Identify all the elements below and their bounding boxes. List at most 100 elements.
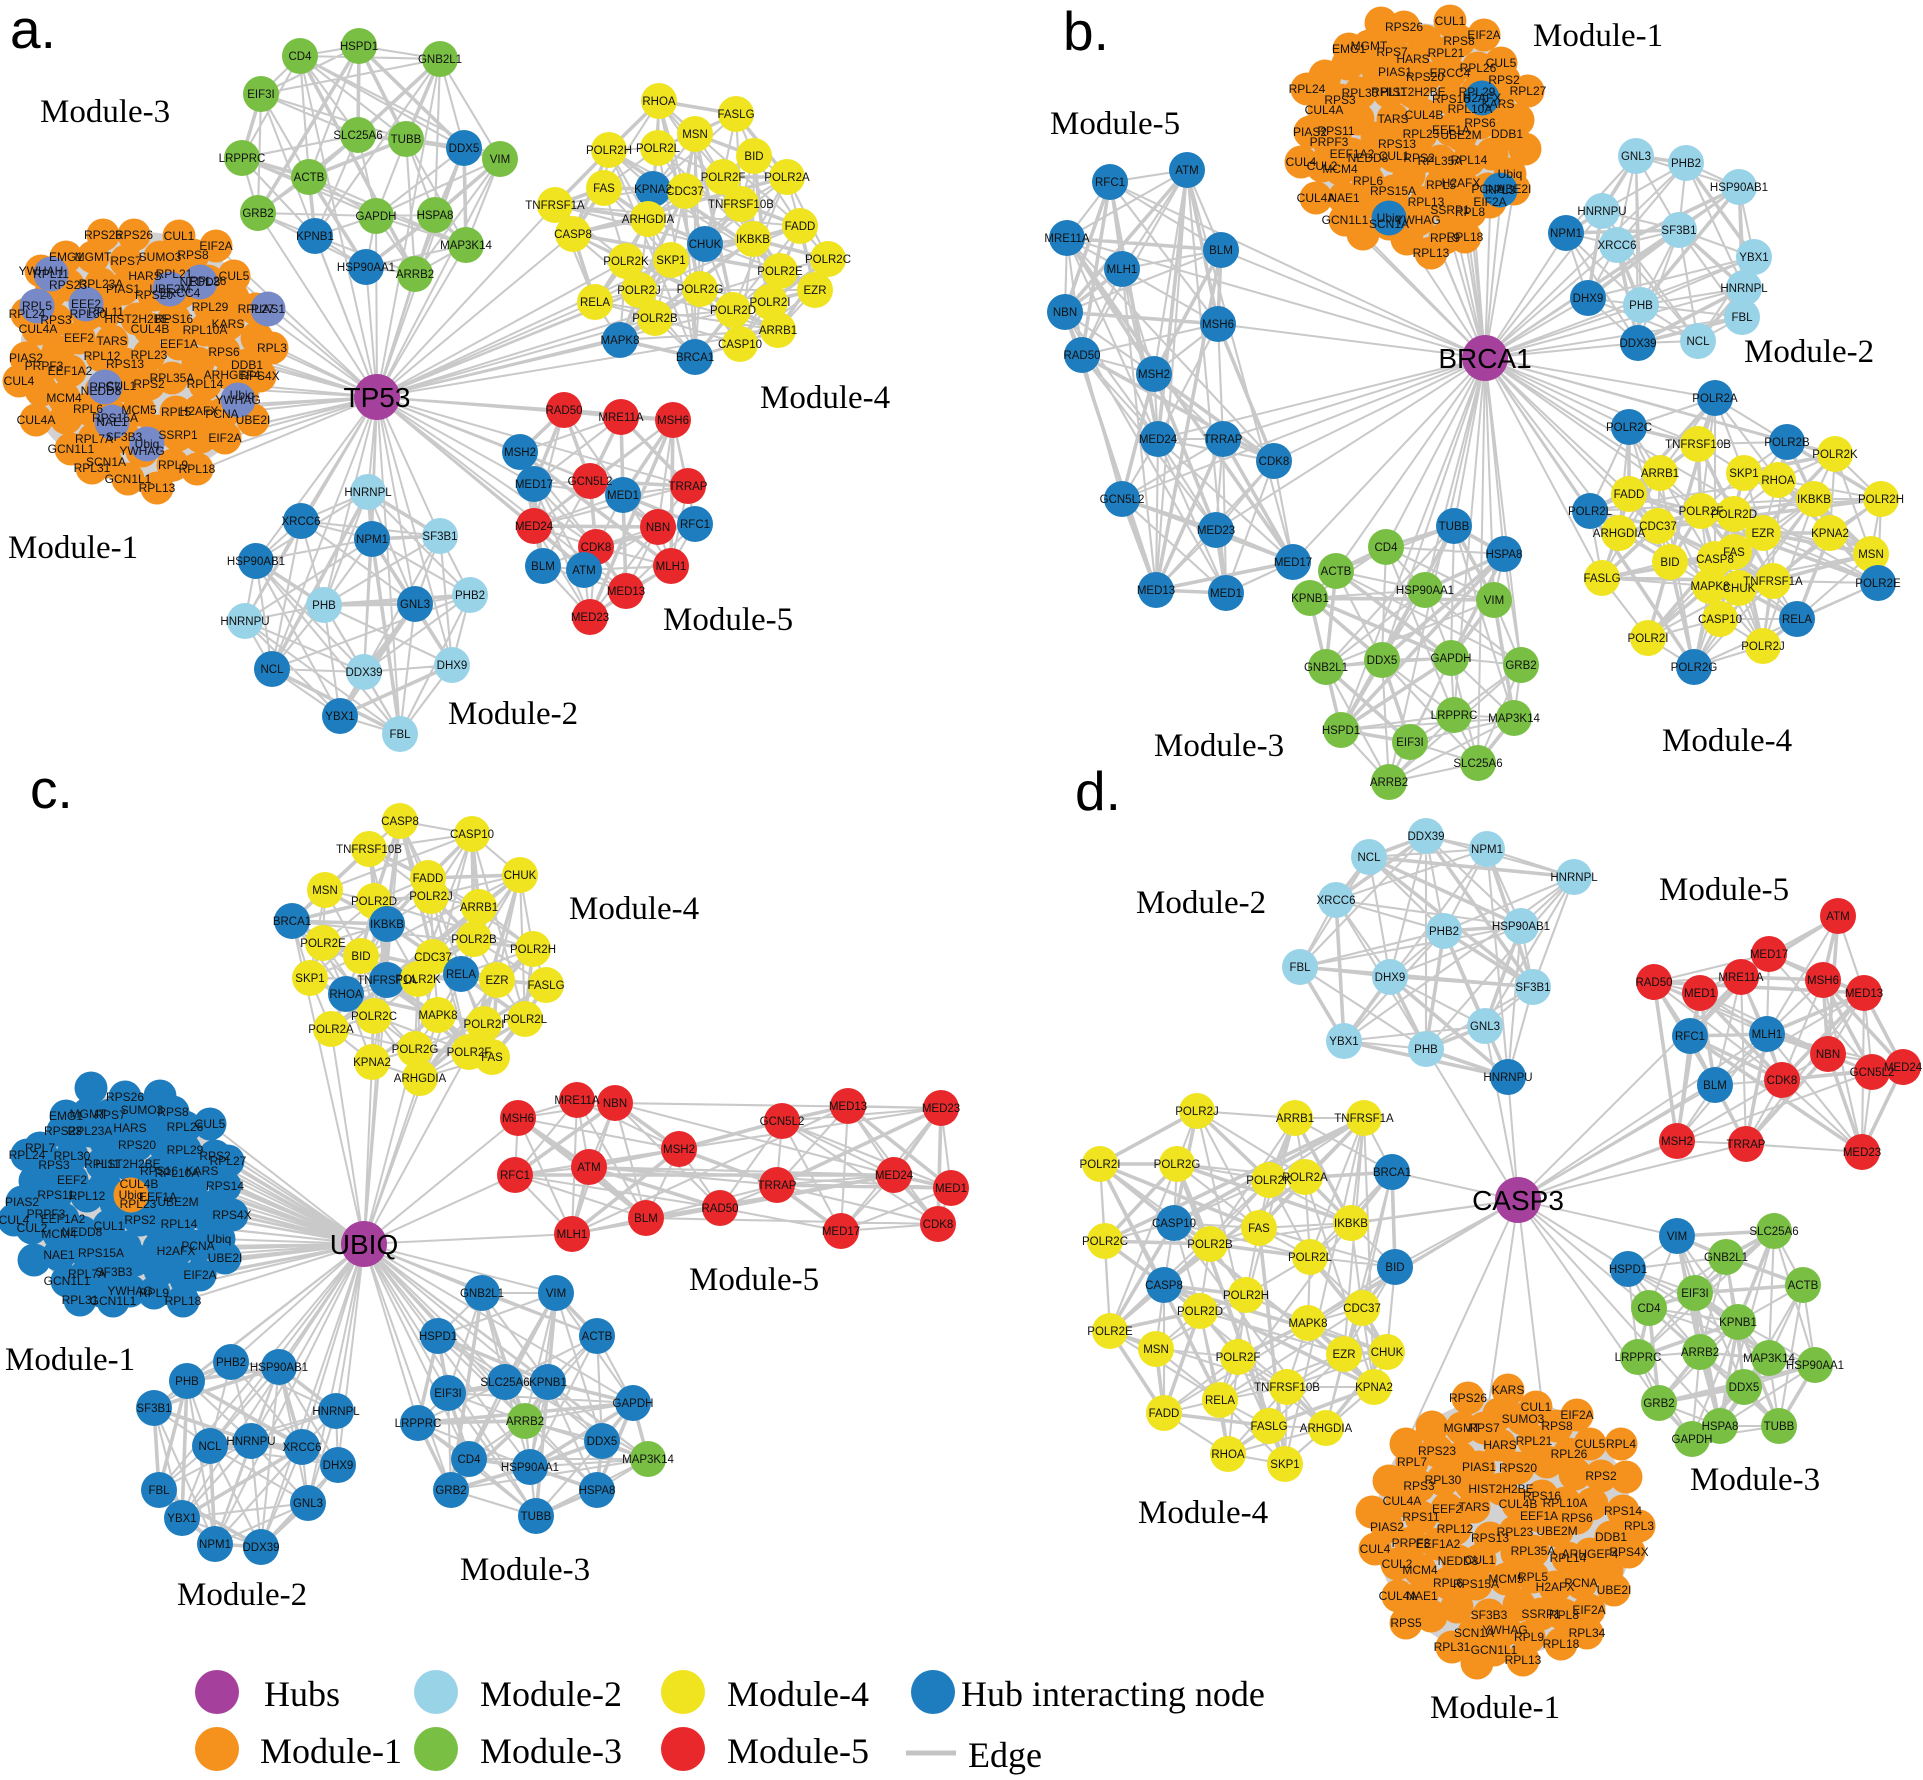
svg-text:GRB2: GRB2 [242, 208, 273, 220]
svg-text:TNFRSF10B: TNFRSF10B [1254, 1382, 1320, 1394]
svg-text:FBL: FBL [1731, 312, 1753, 324]
svg-text:SF3B1: SF3B1 [1515, 982, 1550, 994]
svg-text:SF3B3: SF3B3 [96, 1265, 133, 1279]
svg-text:Module-1: Module-1 [5, 1342, 135, 1378]
svg-text:RPS15A: RPS15A [78, 1246, 124, 1260]
svg-text:MRE11A: MRE11A [1718, 972, 1763, 984]
svg-text:XRCC6: XRCC6 [1317, 895, 1356, 907]
svg-text:RPS2: RPS2 [1585, 1469, 1617, 1483]
svg-text:POLR2J: POLR2J [1175, 1106, 1218, 1118]
svg-text:TP53: TP53 [344, 382, 411, 413]
svg-text:RHOA: RHOA [1211, 1449, 1245, 1461]
svg-text:RPS3: RPS3 [40, 313, 72, 327]
svg-text:HSPD1: HSPD1 [419, 1331, 457, 1343]
svg-text:RPS20: RPS20 [118, 1138, 156, 1152]
svg-text:POLR2H: POLR2H [586, 145, 632, 157]
svg-text:GCN1L1: GCN1L1 [1471, 1643, 1518, 1657]
svg-text:HIST2H2BE: HIST2H2BE [104, 312, 169, 326]
svg-text:TUBB: TUBB [1764, 1421, 1795, 1433]
svg-text:VIM: VIM [546, 1288, 566, 1300]
svg-text:RPS4X: RPS4X [212, 1208, 251, 1222]
svg-text:BLM: BLM [1703, 1080, 1727, 1092]
svg-text:TUBB: TUBB [521, 1511, 552, 1523]
svg-text:HSPA8: HSPA8 [579, 1485, 616, 1497]
svg-text:POLR2G: POLR2G [1671, 662, 1718, 674]
svg-text:EIF3I: EIF3I [247, 89, 274, 101]
svg-text:a.: a. [10, 0, 56, 60]
svg-text:ACTB: ACTB [1788, 1280, 1819, 1292]
svg-text:RPL8: RPL8 [1549, 1608, 1579, 1622]
svg-text:MSH2: MSH2 [663, 1144, 695, 1156]
svg-text:Module-4: Module-4 [1662, 723, 1792, 759]
svg-text:MED24: MED24 [1139, 434, 1178, 446]
svg-text:GNL3: GNL3 [1470, 1021, 1500, 1033]
svg-text:NBN: NBN [1053, 307, 1077, 319]
svg-text:EEF2: EEF2 [64, 331, 94, 345]
svg-text:H2AFX: H2AFX [1463, 91, 1502, 105]
svg-text:PCNA: PCNA [205, 407, 238, 421]
svg-text:CASP8: CASP8 [381, 816, 419, 828]
svg-text:Module-5: Module-5 [663, 602, 793, 638]
svg-text:TARS: TARS [96, 334, 127, 348]
svg-text:Module-1: Module-1 [1533, 18, 1663, 54]
svg-text:CUL4: CUL4 [0, 1213, 30, 1227]
svg-text:PIAS2: PIAS2 [1293, 125, 1327, 139]
svg-text:POLR2H: POLR2H [1858, 494, 1904, 506]
svg-text:H2AFX: H2AFX [1536, 1580, 1575, 1594]
svg-text:MAPK8: MAPK8 [419, 1010, 458, 1022]
svg-text:TNFRSF10B: TNFRSF10B [336, 844, 402, 856]
svg-text:RPL23A: RPL23A [79, 277, 124, 291]
svg-text:RPL31: RPL31 [74, 461, 111, 475]
svg-text:PHB2: PHB2 [1429, 926, 1459, 938]
svg-text:RAD50: RAD50 [701, 1203, 738, 1215]
svg-text:NAE1: NAE1 [96, 415, 128, 429]
svg-text:HSPA8: HSPA8 [1702, 1421, 1739, 1433]
svg-text:ERCC4: ERCC4 [160, 286, 201, 300]
svg-text:EEF2: EEF2 [1432, 1502, 1462, 1516]
svg-text:RPS11: RPS11 [1317, 124, 1354, 138]
svg-text:HIST2H2BE: HIST2H2BE [95, 1157, 160, 1171]
svg-text:BID: BID [1660, 557, 1679, 569]
svg-text:CD4: CD4 [288, 51, 312, 63]
svg-text:RPL7: RPL7 [25, 1141, 55, 1155]
svg-text:RPS7: RPS7 [1376, 45, 1408, 59]
svg-text:SSRP1: SSRP1 [158, 428, 198, 442]
svg-text:RPL9: RPL9 [158, 458, 188, 472]
svg-text:RPL12: RPL12 [1437, 1522, 1474, 1536]
svg-text:SF3B1: SF3B1 [136, 1403, 171, 1415]
svg-text:EIF2A: EIF2A [208, 431, 241, 445]
svg-text:POLR2E: POLR2E [757, 266, 803, 278]
svg-text:MED17: MED17 [822, 1226, 860, 1238]
svg-text:NEDD8: NEDD8 [1348, 151, 1389, 165]
svg-text:RPL7: RPL7 [1397, 1455, 1427, 1469]
svg-text:Ubiq: Ubiq [1377, 211, 1402, 225]
svg-text:ARRB2: ARRB2 [1370, 777, 1408, 789]
svg-text:RPL10A: RPL10A [183, 323, 228, 337]
svg-text:RPS5: RPS5 [1390, 1616, 1422, 1630]
svg-text:EIF2A: EIF2A [183, 1268, 216, 1282]
svg-text:CUL5: CUL5 [1486, 56, 1517, 70]
svg-text:GCN5L2: GCN5L2 [760, 1116, 805, 1128]
svg-text:RPS16: RPS16 [155, 312, 193, 326]
svg-text:RPL24: RPL24 [9, 307, 46, 321]
svg-text:TNFRSF1A: TNFRSF1A [1334, 1113, 1394, 1125]
svg-text:RPL29: RPL29 [192, 300, 229, 314]
svg-text:CDK8: CDK8 [1767, 1075, 1798, 1087]
svg-text:RPS7: RPS7 [94, 1108, 126, 1122]
svg-text:BRCA1: BRCA1 [1438, 343, 1531, 374]
svg-text:UBE2M: UBE2M [157, 1195, 198, 1209]
svg-text:MED1: MED1 [1210, 588, 1242, 600]
svg-text:SLC25A6: SLC25A6 [333, 130, 382, 142]
svg-text:RPL31: RPL31 [1434, 1640, 1471, 1654]
svg-text:RHOA: RHOA [1761, 475, 1795, 487]
svg-text:HNRNPL: HNRNPL [1720, 283, 1768, 295]
svg-text:YWHAH: YWHAH [19, 264, 64, 278]
svg-text:SKP1: SKP1 [295, 973, 324, 985]
svg-text:CUL4A: CUL4A [1297, 191, 1336, 205]
svg-text:HNRNPL: HNRNPL [1550, 872, 1598, 884]
svg-text:MRE11A: MRE11A [554, 1095, 599, 1107]
svg-text:POLR2C: POLR2C [805, 254, 851, 266]
svg-text:FADD: FADD [785, 221, 816, 233]
svg-text:CDC37: CDC37 [414, 952, 452, 964]
svg-text:ATM: ATM [1826, 911, 1849, 923]
